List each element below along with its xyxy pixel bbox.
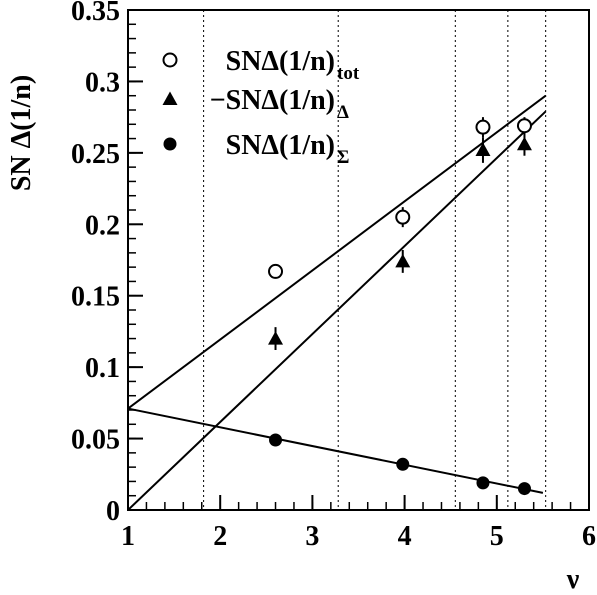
y-tick-label: 0.1 [85, 353, 120, 384]
y-tick-label: 0.3 [85, 67, 120, 98]
legend-label-sub-0: tot [337, 63, 360, 84]
legend-label-sub-2: Σ [337, 147, 349, 168]
y-tick-label: 0.2 [85, 210, 120, 241]
series-2-point [269, 434, 282, 447]
plot-frame [128, 10, 589, 510]
series-1-point [517, 137, 532, 151]
x-axis-label: ν [566, 564, 580, 595]
y-axis-label: SN Δ(1/n) [6, 75, 37, 191]
x-tick-label: 6 [582, 521, 596, 552]
x-tick-label: 3 [305, 521, 319, 552]
legend-label-sub-1: Δ [337, 102, 349, 123]
x-tick-label: 1 [121, 521, 135, 552]
y-tick-label: 0 [106, 496, 120, 527]
tick-labels: 1 2 3 4 5 6 0 0.05 0.1 0.15 0.2 0.25 0.3 0.35 [71, 0, 596, 552]
series-0-point [396, 211, 409, 224]
series-2-point [518, 482, 531, 495]
series-0-point [518, 119, 531, 132]
series-2-point [476, 476, 489, 489]
x-tick-label: 5 [490, 521, 504, 552]
series-0-point [269, 265, 282, 278]
legend-marker-0 [164, 54, 177, 67]
series-2-point [396, 458, 409, 471]
axis-ticks [128, 10, 589, 510]
legend-label-1: −SNΔ(1/n) [210, 85, 335, 116]
legend-marker-2 [164, 138, 177, 151]
legend-label-2: SNΔ(1/n) [226, 130, 335, 161]
y-tick-label: 0.25 [71, 139, 120, 170]
series-0-point [476, 121, 489, 134]
legend-marker-1 [163, 92, 178, 106]
series-1-point [395, 254, 410, 267]
x-tick-label: 2 [213, 521, 227, 552]
y-tick-label: 0.35 [71, 0, 120, 27]
y-tick-label: 0.05 [71, 425, 120, 456]
y-tick-label: 0.15 [71, 282, 120, 313]
data-points [268, 117, 532, 495]
plot-border [128, 10, 589, 510]
x-tick-label: 4 [398, 521, 412, 552]
series-1-point [268, 331, 283, 345]
legend-label-0: SNΔ(1/n) [226, 46, 335, 77]
series-1-point [475, 143, 490, 157]
